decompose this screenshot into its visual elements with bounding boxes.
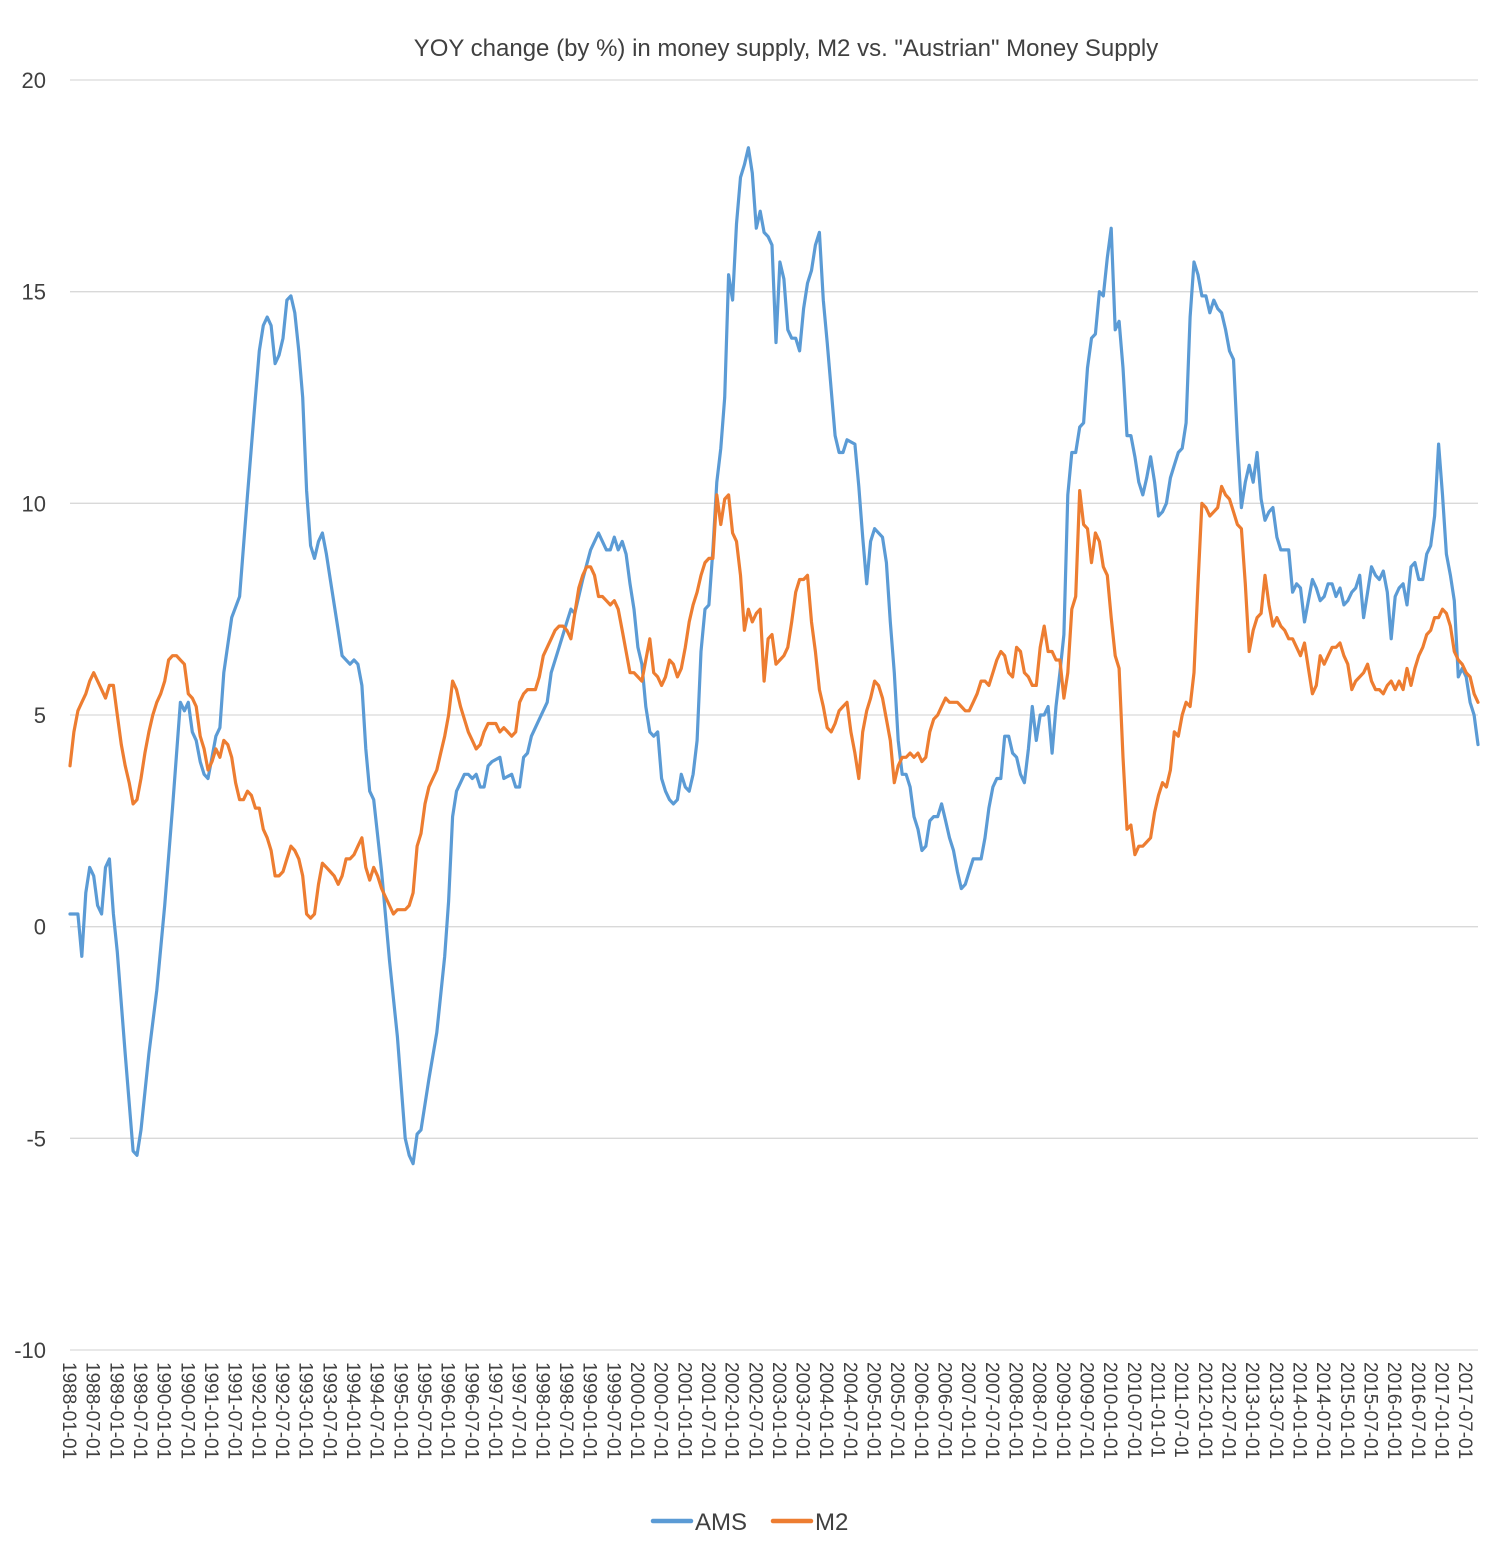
series-line-ams xyxy=(68,146,1480,1166)
x-tick-label: 1995-01-01 xyxy=(389,1362,410,1459)
x-tick-label: 2008-07-01 xyxy=(1028,1362,1049,1459)
x-tick-label: 1998-07-01 xyxy=(555,1362,576,1459)
x-tick-label: 1994-01-01 xyxy=(342,1362,363,1459)
x-tick-label: 2013-01-01 xyxy=(1241,1362,1262,1459)
x-tick-label: 2006-01-01 xyxy=(910,1362,931,1459)
x-tick-label: 2009-07-01 xyxy=(1076,1362,1097,1459)
y-tick-label: 10 xyxy=(22,491,46,516)
x-tick-label: 1996-01-01 xyxy=(437,1362,458,1459)
x-tick-label: 1988-01-01 xyxy=(58,1362,79,1459)
x-tick-label: 2003-01-01 xyxy=(768,1362,789,1459)
x-tick-label: 2010-07-01 xyxy=(1123,1362,1144,1459)
x-tick-label: 1996-07-01 xyxy=(460,1362,481,1459)
legend-label-ams: AMS xyxy=(695,1509,747,1536)
x-tick-label: 1990-01-01 xyxy=(153,1362,174,1459)
x-tick-label: 1991-07-01 xyxy=(224,1362,245,1459)
x-tick-label: 1992-01-01 xyxy=(247,1362,268,1459)
x-tick-label: 2003-07-01 xyxy=(792,1362,813,1459)
x-tick-label: 2005-01-01 xyxy=(863,1362,884,1459)
legend-label-m2: M2 xyxy=(815,1509,848,1536)
x-tick-label: 2012-01-01 xyxy=(1194,1362,1215,1459)
x-tick-label: 2014-07-01 xyxy=(1312,1362,1333,1459)
x-tick-label: 2011-07-01 xyxy=(1170,1362,1191,1458)
chart-title: YOY change (by %) in money supply, M2 vs… xyxy=(414,35,1159,62)
x-tick-label: 1988-07-01 xyxy=(82,1362,103,1459)
x-tick-label: 1995-07-01 xyxy=(413,1362,434,1459)
x-tick-label: 1994-07-01 xyxy=(366,1362,387,1459)
x-tick-label: 1990-07-01 xyxy=(176,1362,197,1459)
legend: AMS M2 xyxy=(650,1509,848,1536)
series-line-m2 xyxy=(68,484,1480,920)
y-tick-label: 15 xyxy=(22,280,46,305)
x-tick-label: 2004-07-01 xyxy=(839,1362,860,1459)
x-tick-label: 2000-07-01 xyxy=(650,1362,671,1459)
x-tick-label: 2004-01-01 xyxy=(815,1362,836,1459)
x-tick-label: 1989-07-01 xyxy=(129,1362,150,1459)
gridlines xyxy=(70,79,1478,1351)
x-tick-label: 2002-01-01 xyxy=(721,1362,742,1459)
y-axis-tick-labels: 20 15 10 5 0 -5 -10 xyxy=(14,68,46,1363)
x-tick-label: 1992-07-01 xyxy=(271,1362,292,1459)
x-tick-label: 2015-07-01 xyxy=(1360,1362,1381,1459)
y-tick-label: -10 xyxy=(14,1338,46,1363)
x-tick-label: 1999-07-01 xyxy=(602,1362,623,1459)
x-tick-label: 2002-07-01 xyxy=(744,1362,765,1459)
x-tick-label: 2015-01-01 xyxy=(1336,1362,1357,1459)
x-tick-label: 2017-07-01 xyxy=(1454,1362,1475,1459)
x-tick-label: 2017-01-01 xyxy=(1431,1362,1452,1459)
x-tick-label: 1999-01-01 xyxy=(579,1362,600,1459)
x-tick-label: 2008-01-01 xyxy=(1005,1362,1026,1459)
x-tick-label: 2006-07-01 xyxy=(934,1362,955,1459)
x-tick-label: 2001-01-01 xyxy=(673,1362,694,1459)
x-tick-label: 2010-01-01 xyxy=(1099,1362,1120,1459)
x-tick-label: 1993-01-01 xyxy=(295,1362,316,1459)
x-tick-label: 2016-01-01 xyxy=(1383,1362,1404,1459)
x-tick-label: 1997-07-01 xyxy=(508,1362,529,1459)
x-tick-label: 1991-01-01 xyxy=(200,1362,221,1459)
x-tick-label: 2012-07-01 xyxy=(1218,1362,1239,1459)
x-tick-label: 2009-01-01 xyxy=(1052,1362,1073,1459)
y-tick-label: -5 xyxy=(26,1126,46,1151)
x-tick-label: 2007-01-01 xyxy=(957,1362,978,1459)
x-tick-label: 2001-07-01 xyxy=(697,1362,718,1459)
x-axis-tick-labels: 1988-01-01 1988-07-01 1989-01-01 1989-07-01… xyxy=(58,1362,1475,1459)
x-tick-label: 1997-01-01 xyxy=(484,1362,505,1459)
x-tick-label: 2005-07-01 xyxy=(886,1362,907,1459)
x-tick-label: 1989-01-01 xyxy=(105,1362,126,1459)
x-tick-label: 2011-01-01 xyxy=(1147,1362,1168,1458)
x-tick-label: 2016-07-01 xyxy=(1407,1362,1428,1459)
x-tick-label: 1998-01-01 xyxy=(531,1362,552,1459)
y-tick-label: 20 xyxy=(22,68,46,93)
x-tick-label: 2007-07-01 xyxy=(981,1362,1002,1459)
y-tick-label: 5 xyxy=(34,703,46,728)
x-tick-label: 2000-01-01 xyxy=(626,1362,647,1459)
series-lines xyxy=(68,146,1480,1166)
x-tick-label: 1993-07-01 xyxy=(318,1362,339,1459)
x-tick-label: 2014-01-01 xyxy=(1289,1362,1310,1459)
x-tick-label: 2013-07-01 xyxy=(1265,1362,1286,1459)
y-tick-label: 0 xyxy=(34,915,46,940)
